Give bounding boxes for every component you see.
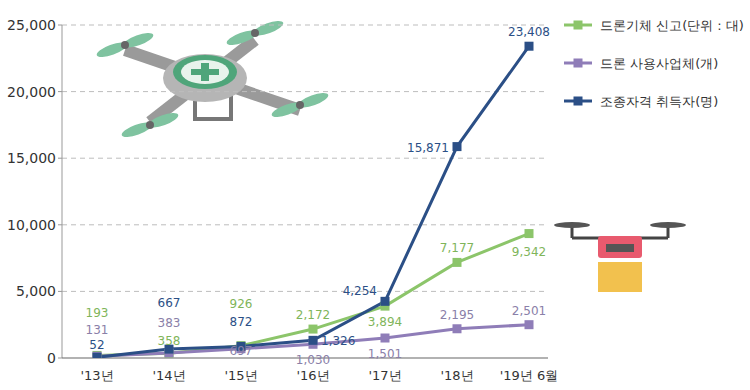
y-axis (62, 25, 63, 358)
marker (93, 353, 102, 358)
grid-line (62, 158, 548, 159)
drone-window (606, 244, 634, 252)
grid (58, 25, 548, 358)
legend: 드론기체 신고(단위 : 대) 드론 사용사업체(개) 조종자격 취득자(명) (564, 18, 744, 109)
data-label: 1,501 (368, 347, 402, 361)
propeller (251, 18, 284, 38)
x-tick-label: '17년 (368, 368, 401, 383)
legend-label: 드론기체 신고(단위 : 대) (600, 18, 744, 33)
data-label: 23,408 (508, 25, 550, 39)
x-tick-label: '18년 (440, 368, 473, 383)
data-label: 15,871 (407, 141, 449, 155)
data-label: 52 (89, 338, 104, 352)
data-label: 4,254 (343, 284, 377, 298)
drone-arm (150, 40, 255, 122)
data-label: 193 (86, 306, 109, 320)
grid-line (62, 25, 548, 26)
data-label: 697 (230, 344, 253, 358)
tick-mark (58, 158, 62, 159)
data-label: 383 (158, 316, 181, 330)
data-label: 358 (158, 334, 181, 348)
series-line (97, 234, 529, 356)
propeller (296, 90, 329, 110)
y-tick-label: 20,000 (7, 84, 56, 100)
tick-mark (58, 25, 62, 26)
marker (381, 297, 390, 306)
propeller (95, 40, 128, 60)
data-label: 131 (86, 323, 109, 337)
data-label: 2,195 (440, 308, 474, 322)
parcel (598, 262, 642, 292)
propeller-hub (146, 121, 154, 129)
drone-top-inner (181, 60, 229, 84)
drone-body (163, 54, 247, 102)
legend-marker (574, 59, 583, 68)
marker (309, 336, 318, 345)
data-group (93, 42, 534, 358)
x-tick-label: '19년 6월 (500, 368, 559, 383)
grid-line (62, 291, 548, 292)
propeller (120, 120, 153, 140)
data-labels: 193 358 926 2,172 3,894 7,177 9,342 131 383 697 1,… (86, 25, 550, 367)
marker (525, 42, 534, 51)
drone-illustrations (95, 18, 686, 292)
marker (525, 229, 534, 238)
drone-arm (125, 50, 300, 110)
data-label: 1,326 (321, 334, 355, 348)
legend-marker (574, 97, 583, 106)
marker (453, 142, 462, 151)
propeller (270, 100, 303, 120)
x-tick-label: '16년 (296, 368, 329, 383)
grid-line (62, 91, 548, 92)
data-label: 9,342 (512, 245, 546, 259)
x-tick-label: '13년 (80, 368, 113, 383)
drone-cross (191, 69, 219, 75)
x-tick-label: '15년 (224, 368, 257, 383)
y-tick-label: 25,000 (7, 17, 56, 33)
legend-marker (574, 21, 583, 30)
tick-mark (58, 91, 62, 92)
tick-mark (58, 291, 62, 292)
propeller (146, 110, 179, 130)
propeller-hub (251, 29, 259, 37)
data-label: 3,894 (368, 315, 402, 329)
x-tick-label: '14년 (152, 368, 185, 383)
series-line (97, 46, 529, 357)
y-tick-label: 10,000 (7, 217, 56, 233)
propeller-hub (121, 41, 129, 49)
marker (381, 334, 390, 343)
tick-mark (58, 224, 62, 225)
rotor (554, 222, 590, 228)
propeller (121, 30, 154, 50)
data-label: 872 (230, 315, 253, 329)
data-label: 926 (230, 297, 253, 311)
marker (453, 324, 462, 333)
data-label: 7,177 (440, 241, 474, 255)
propeller-hub (296, 101, 304, 109)
propeller (225, 28, 258, 48)
data-label: 1,030 (296, 353, 330, 367)
marker (453, 258, 462, 267)
grid-line (62, 224, 548, 225)
legend-label: 조종자격 취득자(명) (600, 94, 718, 109)
chart: 0 5,000 10,000 15,000 20,000 25,000 '13년 '14년 '1… (0, 0, 750, 390)
marker (309, 325, 318, 334)
data-label: 2,501 (512, 304, 546, 318)
data-label: 667 (158, 296, 181, 310)
data-label: 2,172 (296, 308, 330, 322)
legend-label: 드론 사용사업체(개) (600, 56, 718, 71)
y-tick-label: 5,000 (16, 283, 56, 299)
y-tick-label: 15,000 (7, 150, 56, 166)
tick-mark (58, 358, 62, 359)
y-tick-label: 0 (47, 350, 56, 366)
drone-body (598, 236, 642, 258)
rotor (650, 222, 686, 228)
drone-top (173, 55, 237, 89)
marker (525, 320, 534, 329)
